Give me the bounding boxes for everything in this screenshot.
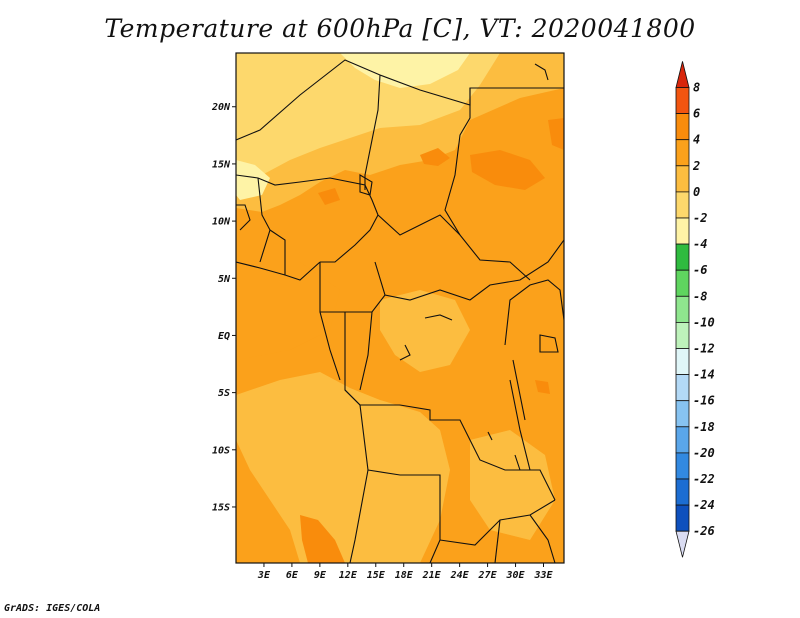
colorbar-level-label: -8	[693, 289, 707, 303]
x-axis: 3E 6E 9E 12E 15E 18E 21E 24E 27E 30E 33E	[257, 563, 554, 581]
colorbar-swatch	[675, 139, 690, 167]
colorbar-level-label: 6	[693, 107, 700, 121]
band-0-2-southwest	[236, 372, 450, 563]
y-axis: 20N 15N 10N 5N EQ 5S 10S 15S	[211, 102, 236, 513]
x-tick-label: 33E	[533, 570, 553, 581]
colorbar-swatch	[675, 348, 690, 376]
colorbar-level-label: -6	[693, 263, 707, 277]
colorbar-swatch	[675, 321, 690, 349]
colorbar-level-label: -22	[693, 472, 715, 486]
y-tick-label: EQ	[218, 331, 230, 342]
band-0-2-congo	[380, 290, 470, 372]
chart-title: Temperature at 600hPa [C], VT: 202004180…	[104, 14, 696, 43]
colorbar-level-label: -10	[693, 315, 715, 329]
colorbar-swatch	[675, 243, 690, 271]
y-tick-label: 5N	[218, 274, 231, 285]
colorbar-swatch	[675, 269, 690, 297]
colorbar-swatch	[675, 478, 690, 506]
hot-core-chad	[420, 148, 450, 166]
x-tick-label: 30E	[506, 570, 526, 581]
y-tick-label: 20N	[211, 102, 231, 113]
colorbar-level-label: 0	[693, 185, 700, 199]
colorbar-level-label: -14	[693, 368, 715, 382]
colorbar-swatch	[675, 504, 690, 532]
colorbar-bottom-arrow	[675, 530, 690, 558]
colorbar: 8 6 4 2 0 -2 -4 -6 -8 -10 -12 -14 -16 -18 -20 -22 -24 -26	[675, 61, 715, 558]
colorbar-level-label: -16	[693, 394, 715, 408]
colorbar-level-label: -4	[693, 237, 707, 251]
y-tick-label: 10S	[212, 445, 230, 456]
band-m2-0-north	[236, 53, 500, 182]
band-2-4-gulf	[236, 262, 340, 360]
colorbar-swatch	[675, 452, 690, 480]
x-tick-label: 6E	[286, 570, 299, 581]
x-tick-label: 21E	[422, 570, 442, 581]
band-m4-m2-west	[236, 160, 270, 200]
hot-core-sw-angola	[300, 515, 345, 563]
x-tick-label: 18E	[395, 570, 414, 581]
y-tick-label: 10N	[212, 217, 231, 228]
x-tick-label: 24E	[450, 570, 470, 581]
hot-core-tanzania	[535, 380, 550, 394]
x-tick-label: 3E	[257, 570, 271, 581]
x-tick-label: 9E	[314, 570, 327, 581]
country-borders	[236, 59, 564, 563]
colorbar-swatch	[675, 295, 690, 323]
x-tick-label: 27E	[478, 570, 498, 581]
colorbar-top-arrow	[675, 61, 690, 88]
colorbar-swatch	[675, 400, 690, 428]
colorbar-swatch	[675, 87, 690, 115]
map-border	[235, 52, 565, 564]
colorbar-swatch	[675, 426, 690, 454]
colorbar-level-label: -12	[693, 342, 715, 356]
hot-core-nigeria	[318, 188, 340, 205]
shading-layers	[236, 53, 564, 563]
x-tick-label: 12E	[339, 570, 358, 581]
colorbar-level-label: 8	[693, 81, 700, 95]
x-tick-label: 15E	[367, 570, 386, 581]
colorbar-level-label: 4	[693, 133, 700, 147]
hot-core-northeast	[470, 150, 545, 190]
hot-core-east	[548, 118, 564, 150]
band-m4-m2-north	[340, 53, 470, 88]
y-tick-label: 15S	[212, 502, 230, 513]
colorbar-level-label: -24	[693, 498, 715, 512]
colorbar-swatch	[675, 191, 690, 219]
colorbar-swatch	[675, 217, 690, 245]
colorbar-swatch	[675, 165, 690, 193]
y-tick-label: 15N	[212, 159, 231, 170]
map-frame	[235, 52, 565, 564]
colorbar-swatch	[675, 374, 690, 402]
colorbar-level-label: 2	[692, 159, 700, 173]
credit-label: GrADS: IGES/COLA	[4, 603, 101, 614]
colorbar-level-label: -18	[693, 420, 715, 434]
colorbar-level-label: -26	[693, 524, 715, 538]
colorbar-swatch	[675, 113, 690, 141]
y-tick-label: 5S	[218, 388, 230, 399]
colorbar-level-label: -2	[693, 211, 707, 225]
colorbar-level-label: -20	[693, 446, 715, 460]
